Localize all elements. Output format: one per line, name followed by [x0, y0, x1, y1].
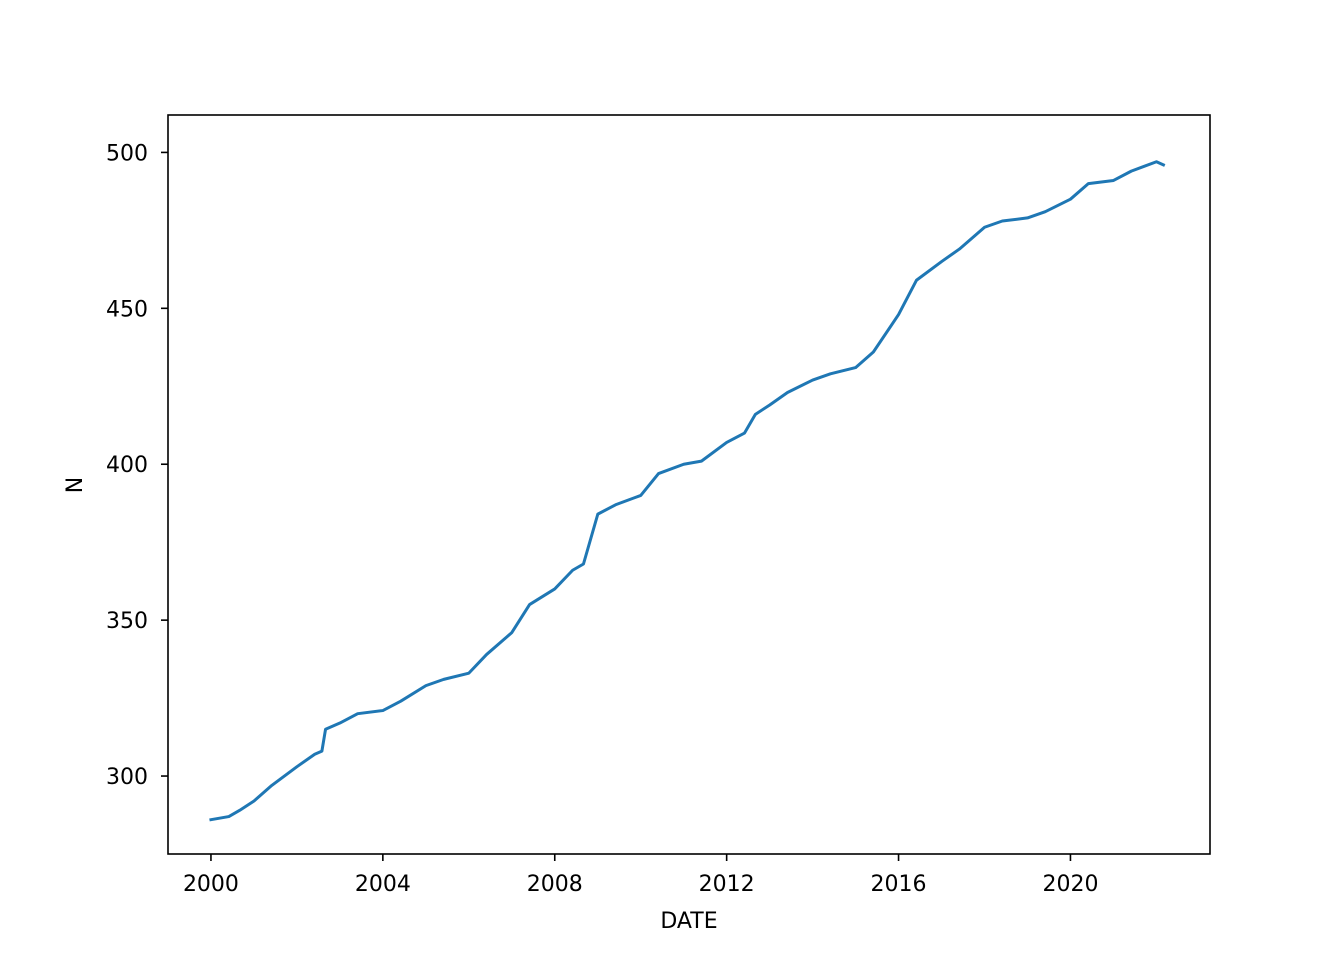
- y-tick-label: 350: [106, 609, 148, 634]
- x-tick-label: 2020: [1042, 872, 1098, 897]
- x-tick-label: 2004: [355, 872, 411, 897]
- y-tick-label: 450: [106, 297, 148, 322]
- series-line-1: [209, 160, 1166, 822]
- x-axis-label: DATE: [660, 909, 717, 934]
- y-tick-label: 300: [106, 765, 148, 790]
- x-tick-label: 2008: [527, 872, 583, 897]
- series-layer: [209, 160, 1166, 822]
- x-tick-label: 2012: [699, 872, 755, 897]
- y-axis-label: N: [63, 477, 88, 493]
- x-tick-label: 2016: [871, 872, 927, 897]
- plot-background: [168, 115, 1210, 854]
- y-tick-label: 500: [106, 141, 148, 166]
- y-axis: 300 350 400 450 500: [106, 141, 168, 790]
- x-axis: 2000 2004 2008 2012 2016 2020: [183, 854, 1098, 897]
- y-tick-label: 400: [106, 453, 148, 478]
- x-tick-label: 2000: [183, 872, 239, 897]
- plot-frame: [167, 114, 1211, 855]
